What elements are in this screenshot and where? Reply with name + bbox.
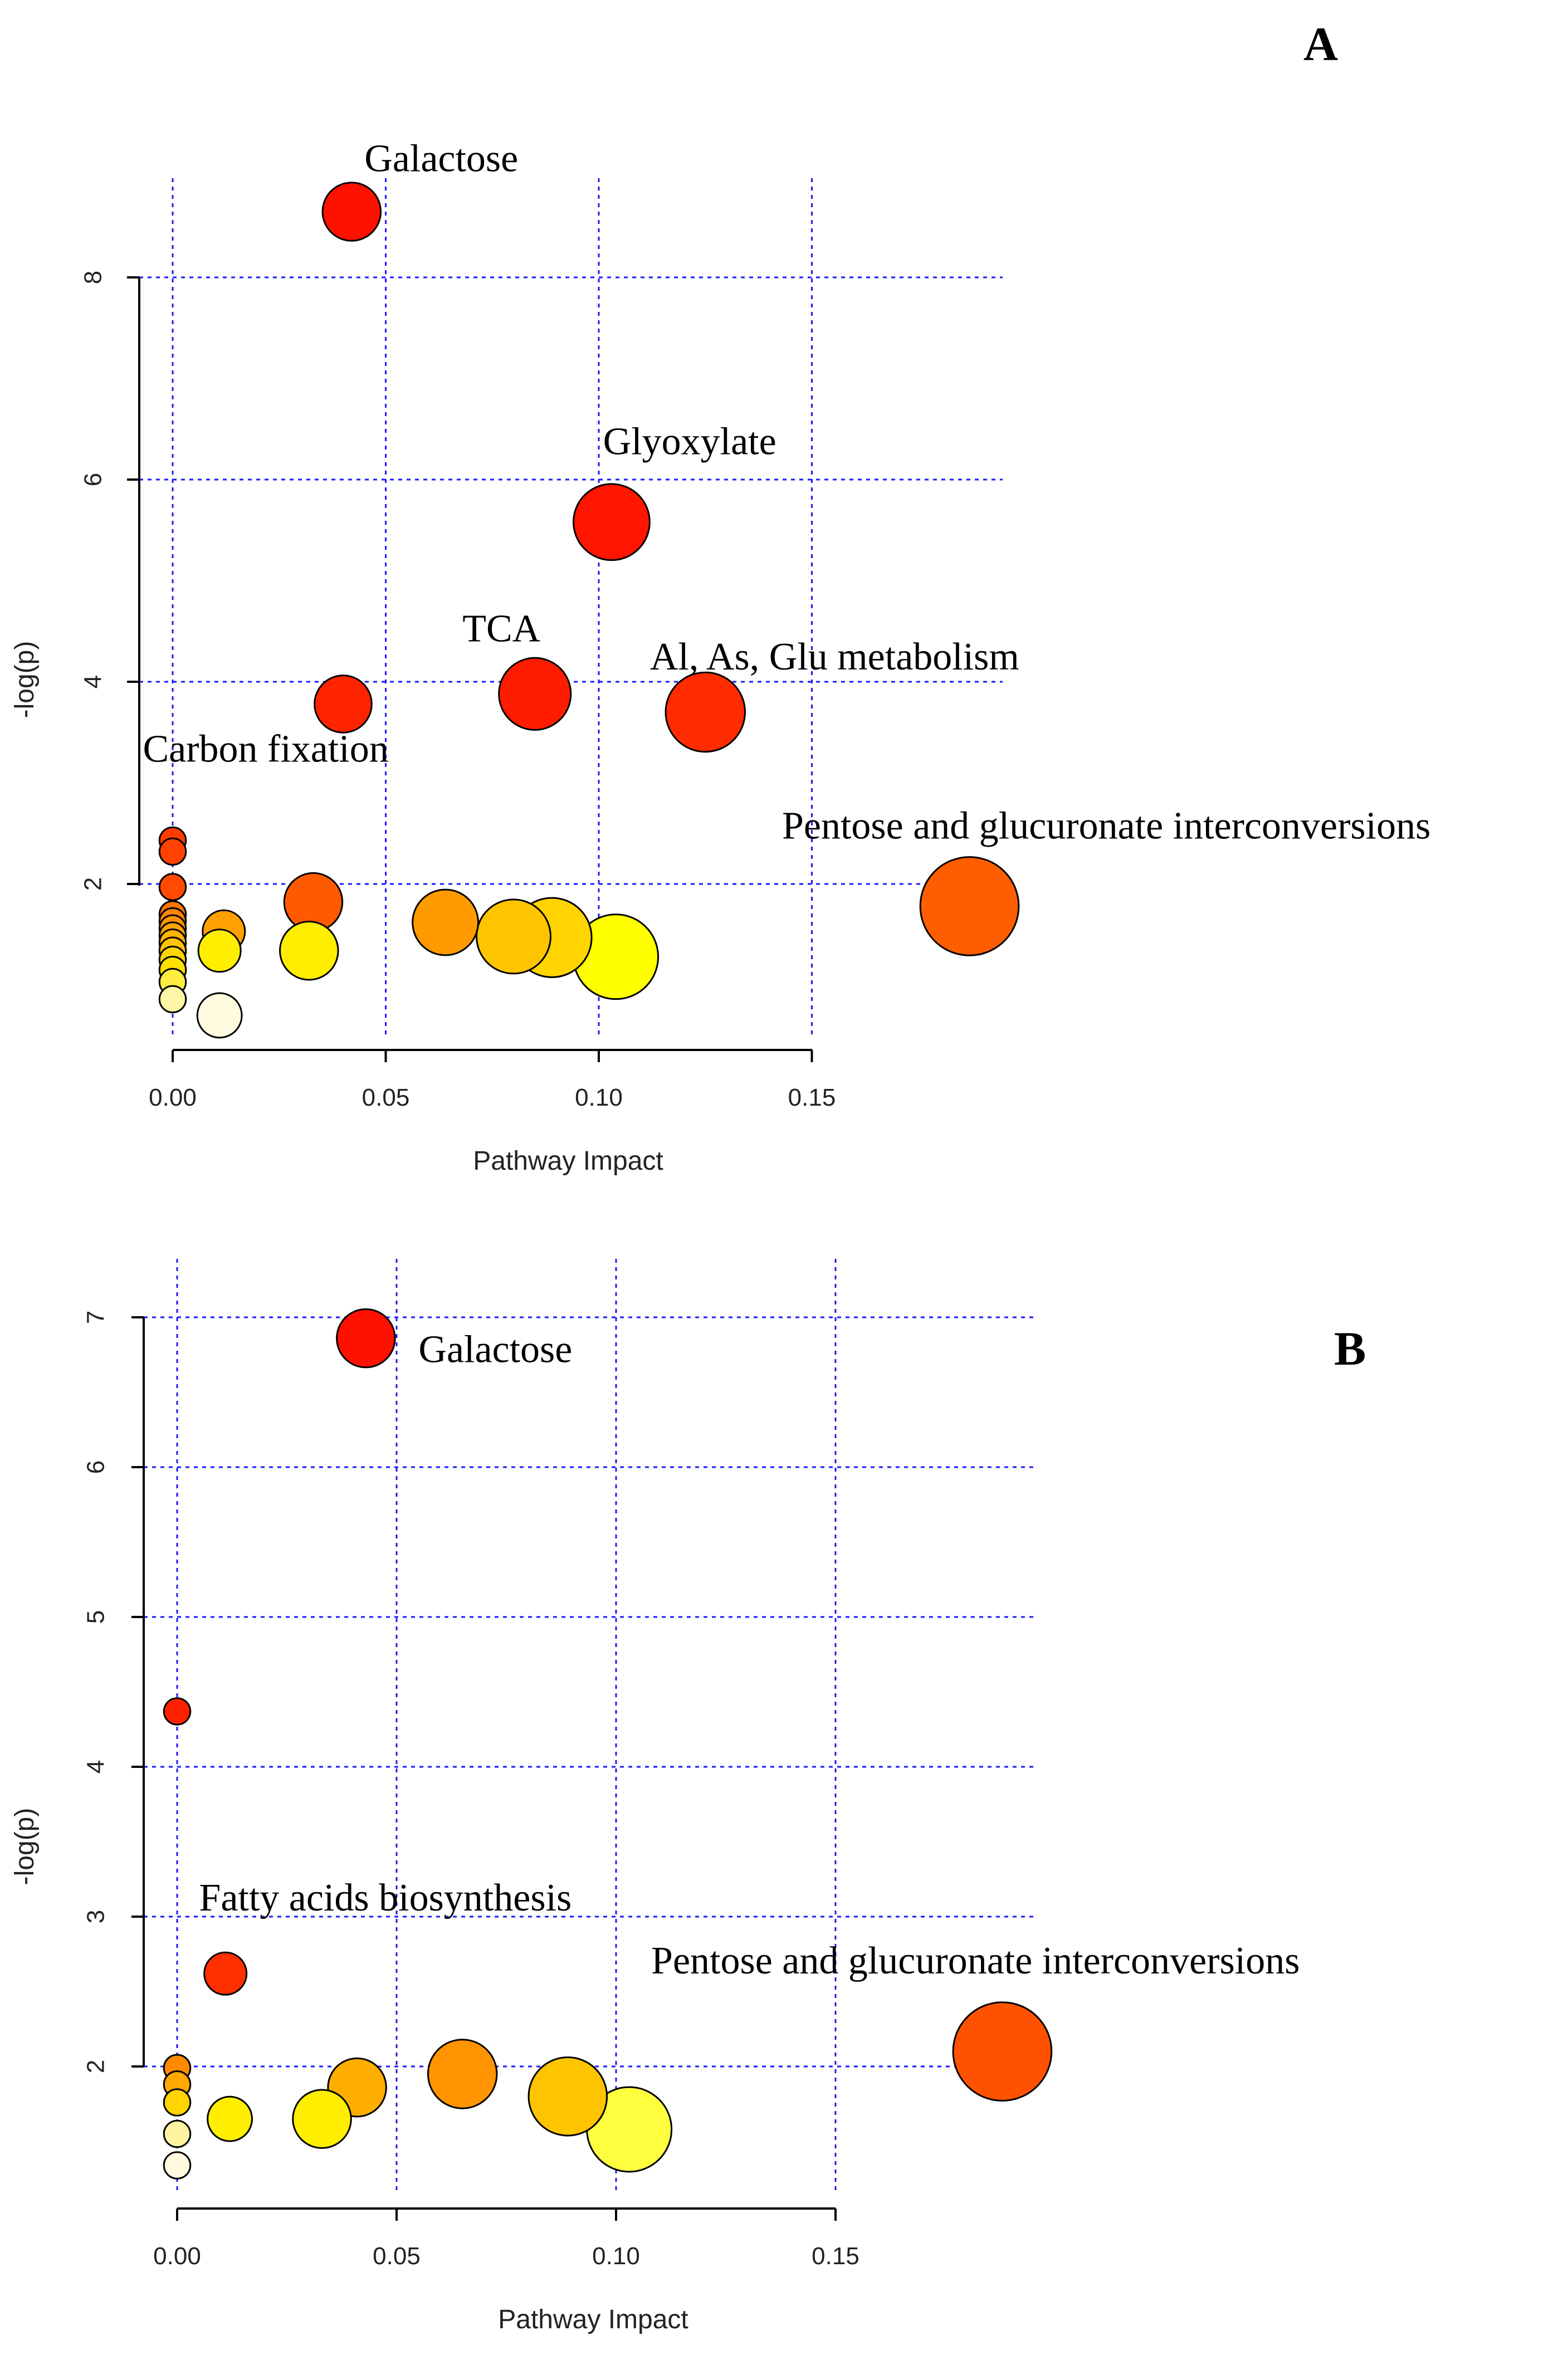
panel-a-x-tick-label: 0.10: [575, 1084, 623, 1111]
panel-b: 2 3 4 5 6 7 0.00 0.05 0.10 0.15 Galactose Fatty a…: [10, 1259, 1366, 2334]
panel-b-points: [163, 1308, 1053, 2180]
panel-b-pathway-point: [163, 2119, 192, 2148]
panel-b-pathway-point: [527, 2056, 608, 2137]
panel-b-pathway-point: [163, 2151, 192, 2180]
panel-b-y-tick-label: 3: [82, 1910, 110, 1923]
panel-a-x-tick-label: 0.15: [788, 1084, 836, 1111]
panel-b-annotation: Pentose and glucuronate interconversions: [651, 1939, 1300, 1982]
panel-b-pathway-point: [163, 2088, 192, 2117]
panel-b-pathway-point: [203, 1951, 248, 1996]
panel-a-pathway-point: [158, 985, 187, 1014]
panel-b-pathway-point: [427, 2039, 498, 2109]
panel-b-x-axis-label: Pathway Impact: [498, 2305, 688, 2334]
panel-a-pathway-point: [321, 182, 382, 242]
panel-b-x-tick-label: 0.15: [812, 2242, 859, 2270]
panel-a-pathway-point: [314, 675, 373, 734]
panel-b-y-axis-label: -log(p): [10, 1808, 40, 1885]
panel-b-y-tick-label: 6: [82, 1460, 110, 1474]
panel-a-x-axis-label: Pathway Impact: [473, 1146, 663, 1176]
panel-b-pathway-point: [292, 2089, 352, 2149]
panel-a-y-tick-label: 8: [80, 271, 107, 284]
panel-b-annotation: Galactose: [418, 1328, 572, 1371]
panel-b-x-ticks: 0.00 0.05 0.10 0.15: [153, 2209, 859, 2270]
panel-a-annotation: TCA: [462, 607, 540, 650]
panel-b-pathway-point: [163, 1697, 192, 1726]
panel-a-pathway-point: [196, 992, 243, 1039]
panel-a-letter: A: [1303, 17, 1338, 71]
panel-a-y-tick-label: 6: [80, 473, 107, 486]
panel-a-pathway-point: [919, 856, 1020, 956]
panel-a-annotation: Galactose: [364, 137, 518, 180]
panel-a-y-axis-label: -log(p): [10, 641, 40, 719]
panel-a-axes: [138, 277, 812, 1051]
panel-a: 2 4 6 8 0.00 0.05 0.10 0.15 Galactose Glyoxylat…: [10, 17, 1430, 1176]
panel-a-pathway-point: [197, 929, 242, 973]
panel-a-annotation: Al, As, Glu metabolism: [650, 636, 1019, 678]
panel-a-x-ticks: 0.00 0.05 0.10 0.15: [149, 1050, 836, 1111]
panel-b-pathway-point: [207, 2095, 253, 2142]
panel-a-annotation: Pentose and glucuronate interconversions: [782, 804, 1430, 847]
panel-a-pathway-point: [412, 888, 479, 956]
panel-a-grid: [139, 178, 1003, 1036]
panel-a-annotation: Glyoxylate: [603, 421, 776, 463]
panel-b-y-tick-label: 5: [82, 1610, 110, 1624]
panel-b-annotation: Fatty acids biosynthesis: [199, 1877, 571, 1919]
panel-a-x-tick-label: 0.05: [362, 1084, 410, 1111]
panel-b-y-tick-label: 4: [82, 1760, 110, 1773]
panel-b-pathway-point: [952, 2001, 1053, 2102]
panel-b-y-tick-label: 7: [82, 1311, 110, 1324]
panel-b-letter: B: [1334, 1322, 1366, 1375]
panel-a-pathway-point: [498, 657, 572, 731]
panel-a-pathway-point: [573, 483, 651, 561]
panel-b-axes: [143, 1317, 836, 2210]
panel-a-y-ticks: 2 4 6 8: [80, 271, 139, 891]
panel-b-pathway-point: [336, 1308, 396, 1369]
panel-b-y-ticks: 2 3 4 5 6 7: [82, 1311, 144, 2073]
panel-b-annotations: Galactose Fatty acids biosynthesis Pentose…: [199, 1328, 1300, 1983]
panel-b-x-tick-label: 0.05: [373, 2242, 421, 2270]
panel-a-x-tick-label: 0.00: [149, 1084, 197, 1111]
panel-a-pathway-point: [279, 921, 339, 981]
panel-b-x-tick-label: 0.00: [153, 2242, 201, 2270]
panel-a-pathway-point: [665, 671, 746, 753]
panel-b-y-tick-label: 2: [82, 2060, 110, 2073]
panel-a-points: [158, 182, 1020, 1039]
panel-a-annotation: Carbon fixation: [143, 727, 388, 770]
panel-a-pathway-point: [158, 873, 187, 901]
panel-a-pathway-point: [476, 898, 551, 975]
panel-b-x-tick-label: 0.10: [592, 2242, 640, 2270]
panel-a-y-tick-label: 4: [80, 675, 107, 688]
panel-a-y-tick-label: 2: [80, 877, 107, 891]
panel-a-annotations: Galactose Glyoxylate TCA Al, As, Glu metabo…: [143, 137, 1430, 847]
panel-a-pathway-point: [158, 837, 187, 866]
